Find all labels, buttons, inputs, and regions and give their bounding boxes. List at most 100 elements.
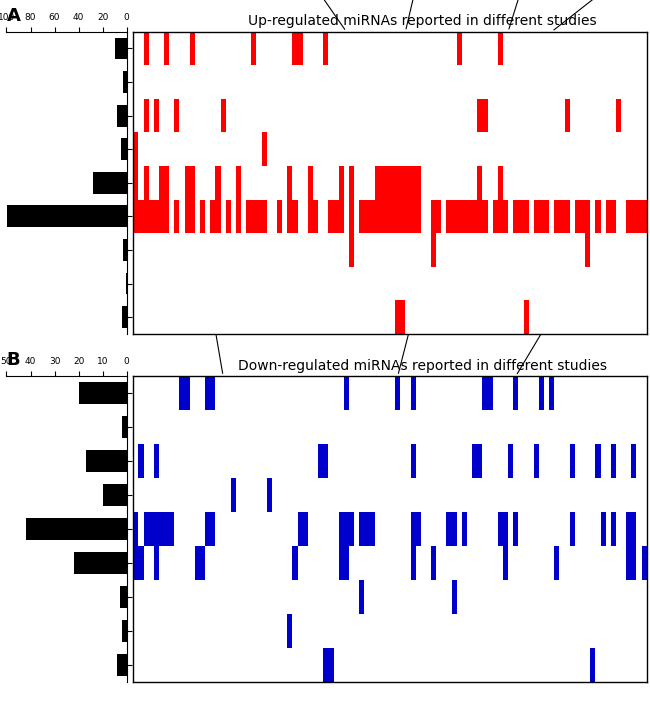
Bar [616, 99, 621, 132]
Bar [220, 99, 226, 132]
Bar [117, 105, 127, 127]
Bar [503, 200, 508, 233]
Bar [580, 200, 585, 233]
Bar [611, 512, 616, 546]
Bar [395, 300, 400, 334]
Bar [390, 200, 395, 233]
Bar [144, 99, 149, 132]
Bar [590, 648, 595, 682]
Bar [123, 71, 127, 93]
Bar [292, 32, 298, 65]
Bar [190, 32, 195, 65]
Bar [560, 200, 565, 233]
Bar [477, 444, 482, 478]
Bar [246, 200, 252, 233]
Bar [595, 200, 601, 233]
Bar [103, 484, 127, 506]
Bar [565, 99, 569, 132]
Bar [431, 546, 436, 580]
Bar [472, 200, 477, 233]
Bar [159, 200, 164, 233]
Bar [164, 200, 169, 233]
Bar [400, 200, 406, 233]
Bar [411, 512, 416, 546]
Bar [149, 512, 154, 546]
Bar [122, 416, 127, 438]
Bar [452, 580, 457, 614]
Bar [380, 166, 385, 200]
Bar [631, 512, 636, 546]
Text: miR-218-5p: miR-218-5p [383, 311, 443, 373]
Bar [539, 376, 544, 410]
Bar [185, 166, 190, 200]
Bar [210, 200, 215, 233]
Bar [369, 512, 374, 546]
Bar [144, 166, 149, 200]
Bar [411, 166, 416, 200]
Bar [606, 200, 611, 233]
Bar [498, 32, 503, 65]
Bar [477, 200, 482, 233]
Bar [138, 200, 144, 233]
Bar [125, 273, 127, 295]
Bar [164, 166, 169, 200]
Bar [462, 200, 467, 233]
Bar [626, 546, 631, 580]
Bar [287, 200, 292, 233]
Bar [154, 444, 159, 478]
Bar [308, 166, 313, 200]
Bar [195, 546, 200, 580]
Bar [6, 205, 127, 227]
Text: miR-210-3p: miR-210-3p [391, 0, 451, 29]
Bar [349, 512, 354, 546]
Bar [554, 200, 560, 233]
Bar [390, 166, 395, 200]
Bar [164, 512, 169, 546]
Text: A: A [6, 6, 20, 25]
Bar [400, 300, 406, 334]
Bar [631, 444, 636, 478]
Bar [554, 546, 560, 580]
Bar [411, 546, 416, 580]
Bar [416, 200, 421, 233]
Bar [121, 138, 127, 160]
Bar [323, 648, 328, 682]
Bar [120, 586, 127, 608]
Bar [395, 200, 400, 233]
Bar [344, 512, 349, 546]
Bar [117, 654, 127, 676]
Bar [210, 512, 215, 546]
Bar [611, 444, 616, 478]
Bar [164, 32, 169, 65]
Bar [154, 546, 159, 580]
Bar [364, 200, 369, 233]
Bar [328, 648, 333, 682]
Bar [611, 200, 616, 233]
Bar [287, 614, 292, 648]
Bar [159, 512, 164, 546]
Bar [477, 166, 482, 200]
Bar [411, 444, 416, 478]
Bar [523, 300, 528, 334]
Bar [174, 200, 179, 233]
Bar [457, 32, 462, 65]
Bar [344, 376, 349, 410]
Bar [416, 512, 421, 546]
Bar [482, 200, 488, 233]
Bar [93, 172, 127, 194]
Bar [252, 32, 257, 65]
Bar [138, 546, 144, 580]
Bar [519, 200, 523, 233]
Bar [257, 200, 261, 233]
Bar [595, 444, 601, 478]
Bar [411, 200, 416, 233]
Bar [79, 382, 127, 404]
Bar [144, 512, 149, 546]
Bar [467, 200, 472, 233]
Bar [534, 200, 539, 233]
Bar [318, 444, 323, 478]
Bar [534, 444, 539, 478]
Bar [447, 512, 452, 546]
Bar [114, 37, 127, 59]
Bar [514, 376, 519, 410]
